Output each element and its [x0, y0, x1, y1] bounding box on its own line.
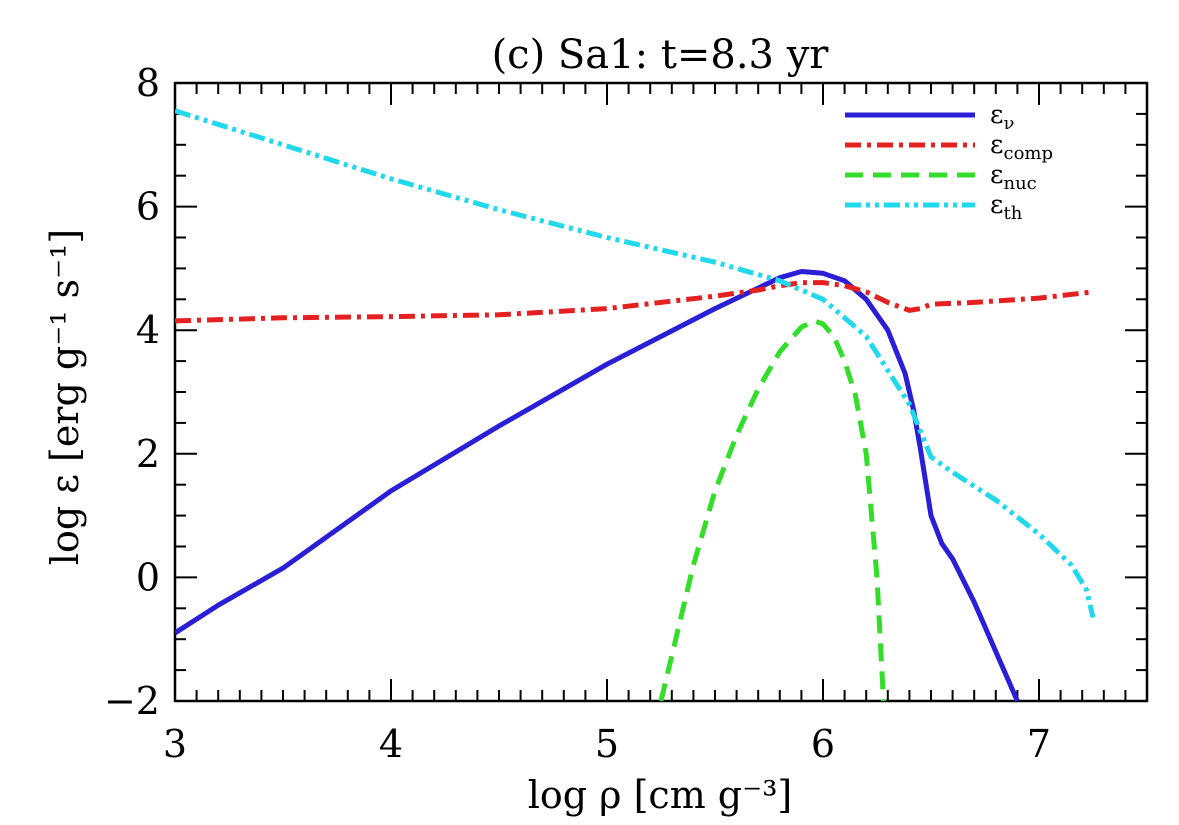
legend-subscript: th: [1003, 203, 1022, 224]
series-line-0: [175, 269, 1020, 701]
legend-symbol: ε: [990, 190, 1003, 220]
x-tick-label: 6: [811, 722, 835, 766]
legend-entry: εcomp: [990, 130, 1053, 164]
legend-symbol: ε: [990, 130, 1003, 160]
y-tick-label: 4: [136, 308, 160, 352]
legend-subscript: nuc: [1003, 173, 1036, 194]
x-tick-label: 7: [1027, 722, 1051, 766]
x-tick-label: 5: [595, 722, 619, 766]
y-tick-label: 8: [136, 61, 160, 105]
series-line-3: [175, 108, 1096, 619]
y-tick-label: 2: [136, 432, 160, 476]
x-axis-label: log ρ [cm g⁻³]: [528, 773, 793, 817]
y-tick-label: −2: [104, 679, 160, 723]
y-tick-label: 0: [136, 555, 160, 599]
series-line-2: [658, 318, 886, 701]
legend-entry: εth: [990, 190, 1023, 224]
legend-entry: εν: [990, 100, 1014, 134]
chart-title: (c) Sa1: t=8.3 yr: [492, 32, 830, 78]
legend-symbol: ε: [990, 100, 1003, 130]
legend-subscript: ν: [1003, 113, 1014, 134]
legend-entry: εnuc: [990, 160, 1037, 194]
x-tick-label: 3: [163, 722, 187, 766]
y-axis-label: log ε [erg g⁻¹ s⁻¹]: [43, 229, 87, 565]
axes: 3 4 5 6 7 −2 0 2 4 6 8: [104, 61, 1149, 766]
series-line-1: [175, 280, 1094, 324]
x-tick-label: 4: [379, 722, 403, 766]
series-group: [175, 108, 1096, 701]
legend-subscript: comp: [1003, 143, 1053, 164]
y-tick-label: 6: [136, 185, 160, 229]
legend-symbol: ε: [990, 160, 1003, 190]
